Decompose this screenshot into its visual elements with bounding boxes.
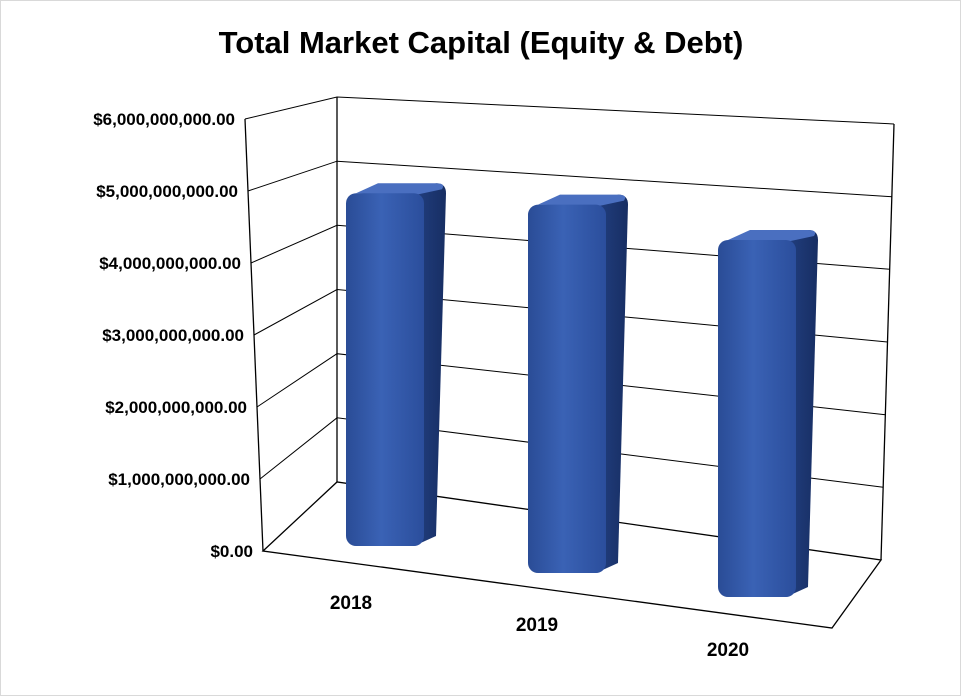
bar-top-face (538, 194, 626, 207)
y-tick-label: $6,000,000,000.00 (93, 110, 235, 129)
bar-2020 (718, 229, 818, 597)
x-tick-label: 2020 (707, 640, 749, 661)
gridline (256, 353, 886, 416)
bar-top-face (728, 229, 816, 242)
bar-2019 (528, 194, 628, 573)
bar-front-face (528, 204, 606, 573)
y-tick-label: $0.00 (210, 542, 253, 561)
chart-title: Total Market Capital (Equity & Debt) (219, 25, 744, 60)
x-tick-label: 2019 (516, 615, 558, 636)
y-tick-label: $3,000,000,000.00 (102, 326, 244, 345)
y-tick-label: $4,000,000,000.00 (99, 254, 241, 273)
y-tick-label: $2,000,000,000.00 (105, 398, 247, 417)
gridline (250, 224, 890, 270)
bars (346, 183, 818, 597)
y-tick-label: $1,000,000,000.00 (108, 470, 250, 489)
gridline (259, 417, 884, 488)
bar-front-face (718, 239, 796, 597)
gridline (253, 288, 888, 343)
gridlines (244, 96, 895, 488)
bar-front-face (346, 193, 424, 546)
gridline (247, 160, 892, 198)
gridline (244, 96, 895, 125)
bar-top-face (356, 183, 444, 196)
x-tick-label: 2018 (330, 593, 372, 614)
bar-2018 (346, 183, 446, 546)
y-tick-label: $5,000,000,000.00 (96, 182, 238, 201)
x-axis-tick-labels: 2018 2019 2020 (330, 593, 749, 661)
y-axis-tick-labels: $0.00 $1,000,000,000.00 $2,000,000,000.00 $… (93, 110, 253, 561)
